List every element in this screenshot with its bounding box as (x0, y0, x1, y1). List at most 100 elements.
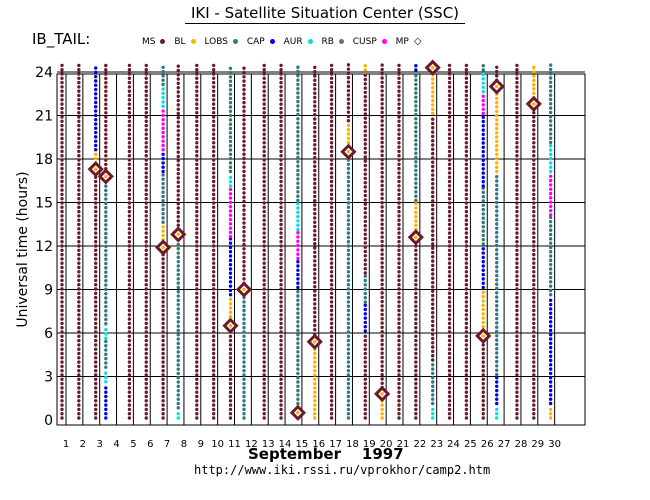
orbit-point (228, 241, 233, 245)
orbit-point (211, 381, 216, 386)
orbit-point (279, 394, 283, 399)
orbit-point (380, 274, 384, 278)
orbit-point (397, 63, 401, 68)
orbit-point (515, 175, 519, 179)
orbit-point (104, 98, 108, 102)
orbit-point (464, 175, 469, 179)
orbit-point (279, 158, 283, 162)
orbit-point (60, 76, 64, 81)
orbit-point (77, 158, 81, 162)
orbit-point (481, 94, 485, 99)
orbit-point (447, 313, 452, 317)
orbit-point (431, 130, 435, 134)
orbit-point (346, 373, 351, 377)
orbit-point (329, 201, 334, 205)
orbit-point (296, 134, 300, 138)
orbit-point (464, 197, 469, 201)
orbit-point (60, 171, 64, 175)
orbit-point (447, 76, 452, 81)
orbit-point (60, 166, 64, 171)
orbit-point (363, 125, 367, 129)
orbit-point (176, 315, 180, 320)
orbit-point (60, 119, 64, 124)
orbit-point (464, 278, 469, 283)
orbit-point (414, 206, 418, 210)
orbit-point (532, 313, 536, 317)
orbit-point (242, 304, 246, 308)
orbit-point (329, 68, 334, 72)
orbit-point (313, 130, 317, 134)
orbit-point (329, 123, 334, 128)
orbit-point (481, 141, 485, 145)
orbit-point (195, 93, 199, 98)
orbit-point (262, 244, 266, 248)
orbit-point (397, 166, 401, 171)
orbit-point (363, 236, 367, 241)
orbit-point (211, 321, 216, 326)
orbit-point (346, 235, 351, 240)
orbit-point (211, 63, 216, 68)
orbit-point (447, 240, 452, 244)
orbit-point (414, 364, 418, 369)
orbit-point (279, 111, 283, 115)
orbit-point (313, 117, 317, 121)
x-tick-label: 3 (97, 439, 103, 450)
orbit-point (346, 270, 351, 274)
orbit-point (431, 416, 435, 420)
orbit-point (195, 128, 199, 132)
orbit-point (144, 287, 148, 291)
orbit-point (127, 63, 132, 68)
orbit-point (176, 193, 180, 197)
orbit-point (495, 200, 499, 205)
mp-crossing-center (532, 102, 536, 106)
orbit-point (380, 412, 384, 416)
orbit-point (228, 113, 233, 118)
orbit-point (279, 403, 283, 407)
orbit-point (77, 80, 81, 85)
orbit-point (363, 176, 367, 181)
orbit-point (515, 295, 519, 300)
orbit-point (380, 295, 384, 299)
orbit-point (515, 347, 519, 351)
orbit-point (515, 119, 519, 124)
orbit-point (104, 76, 108, 81)
orbit-point (161, 104, 165, 108)
orbit-point (195, 98, 199, 102)
orbit-point (242, 394, 246, 399)
orbit-point (176, 350, 180, 354)
orbit-point (313, 190, 317, 194)
orbit-point (495, 342, 499, 347)
orbit-point (77, 326, 81, 330)
x-tick-label: 4 (113, 439, 119, 450)
orbit-point (431, 173, 435, 177)
orbit-point (346, 201, 351, 205)
orbit-point (94, 197, 98, 201)
orbit-point (296, 376, 300, 380)
orbit-point (515, 93, 519, 98)
orbit-point (94, 222, 98, 227)
orbit-point (161, 161, 165, 165)
chart-title: IKI - Satellite Situation Center (SSC) (0, 4, 650, 24)
orbit-point (144, 317, 148, 321)
orbit-point (431, 94, 435, 99)
orbit-point (127, 85, 132, 89)
orbit-point (397, 106, 401, 111)
orbit-point (279, 364, 283, 369)
orbit-point (144, 248, 148, 252)
orbit-point (414, 108, 418, 112)
orbit-point (329, 63, 334, 68)
orbit-point (77, 295, 81, 300)
orbit-point (161, 399, 165, 403)
orbit-point (515, 231, 519, 235)
orbit-point (397, 227, 401, 231)
orbit-point (431, 276, 435, 280)
orbit-point (548, 341, 553, 345)
source-url[interactable]: http://www.iki.rssi.ru/vprokhor/camp2.ht… (194, 463, 491, 477)
orbit-point (447, 106, 452, 111)
orbit-point (532, 274, 536, 278)
orbit-point (397, 231, 401, 235)
orbit-point (548, 288, 553, 293)
orbit-point (464, 300, 469, 304)
orbit-point (279, 209, 283, 214)
orbit-point (431, 164, 435, 169)
